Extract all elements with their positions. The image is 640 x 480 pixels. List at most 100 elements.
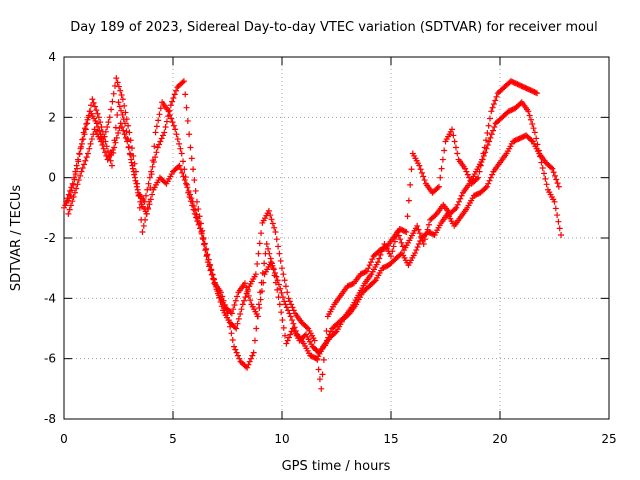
- data-point: [481, 144, 488, 151]
- data-point: [98, 123, 105, 130]
- data-point: [525, 108, 532, 115]
- data-point: [141, 198, 148, 205]
- y-tick-label: -6: [44, 352, 56, 366]
- data-point: [100, 145, 107, 152]
- y-tick-label: -8: [44, 412, 56, 426]
- data-point: [277, 285, 284, 292]
- data-point: [110, 90, 117, 97]
- data-point: [408, 166, 415, 173]
- data-point: [276, 250, 283, 257]
- data-point: [374, 259, 381, 266]
- data-point: [105, 148, 112, 155]
- data-point: [519, 134, 526, 141]
- data-point: [145, 180, 152, 187]
- data-point: [162, 123, 169, 130]
- data-point: [78, 140, 85, 147]
- data-point: [177, 145, 184, 152]
- data-point: [279, 317, 286, 324]
- data-point: [418, 169, 425, 176]
- data-point: [247, 297, 254, 304]
- data-point: [118, 92, 125, 99]
- data-point: [464, 171, 471, 178]
- data-point: [110, 149, 117, 156]
- data-point: [125, 143, 132, 150]
- data-point: [65, 191, 72, 198]
- data-point: [284, 337, 291, 344]
- data-point: [463, 168, 470, 175]
- data-point: [129, 165, 136, 172]
- data-point: [254, 260, 261, 267]
- x-tick-label: 25: [601, 432, 616, 446]
- data-point: [276, 301, 283, 308]
- data-point: [121, 102, 128, 109]
- data-point: [287, 331, 294, 338]
- data-point: [112, 124, 119, 131]
- data-point: [241, 297, 248, 304]
- data-point: [66, 206, 73, 213]
- data-point: [142, 192, 149, 199]
- data-point: [207, 262, 214, 269]
- y-tick-label: -2: [44, 231, 56, 245]
- data-point: [489, 104, 496, 111]
- data-point: [269, 262, 276, 269]
- data-point: [458, 192, 465, 199]
- data-point: [236, 355, 243, 362]
- data-point: [407, 181, 414, 188]
- data-point: [316, 376, 323, 383]
- data-point: [99, 142, 106, 149]
- data-point: [272, 228, 279, 235]
- data-point: [399, 227, 406, 234]
- data-point: [90, 99, 97, 106]
- data-point: [367, 259, 374, 266]
- data-point: [508, 107, 515, 114]
- data-point: [191, 177, 198, 184]
- data-point: [115, 130, 122, 137]
- data-point: [81, 125, 88, 132]
- data-point: [155, 117, 162, 124]
- data-point: [441, 147, 448, 154]
- data-point: [453, 204, 460, 211]
- data-point: [126, 129, 133, 136]
- data-point: [510, 79, 517, 86]
- data-point: [542, 175, 549, 182]
- data-point: [539, 165, 546, 172]
- data-point: [97, 119, 104, 126]
- data-point: [484, 130, 491, 137]
- data-point: [64, 195, 71, 202]
- data-point: [83, 120, 90, 127]
- data-point: [524, 85, 531, 92]
- data-point: [278, 309, 285, 316]
- data-point: [555, 218, 562, 225]
- data-point: [551, 198, 558, 205]
- data-point: [136, 204, 143, 211]
- data-point: [271, 224, 278, 231]
- data-point: [188, 155, 195, 162]
- data-point: [147, 184, 154, 191]
- data-point: [73, 162, 80, 169]
- data-point: [345, 282, 352, 289]
- data-point: [261, 260, 268, 267]
- data-point: [84, 120, 91, 127]
- data-point: [266, 250, 273, 257]
- data-point: [233, 325, 240, 332]
- data-point: [118, 123, 125, 130]
- data-point: [414, 222, 421, 229]
- data-point: [81, 161, 88, 168]
- data-point: [522, 84, 529, 91]
- data-point: [242, 294, 249, 301]
- data-point: [509, 78, 516, 85]
- x-axis-label: GPS time / hours: [282, 459, 391, 474]
- data-point: [517, 82, 524, 89]
- data-point: [258, 230, 265, 237]
- data-point: [397, 236, 404, 243]
- data-point: [528, 137, 535, 144]
- data-point: [307, 352, 314, 359]
- data-point: [115, 83, 122, 90]
- data-point: [114, 79, 121, 86]
- data-point: [185, 187, 192, 194]
- data-point: [107, 157, 114, 164]
- data-point: [493, 93, 500, 100]
- data-point: [287, 313, 294, 320]
- y-tick-label: 2: [48, 110, 56, 124]
- data-point: [234, 293, 241, 300]
